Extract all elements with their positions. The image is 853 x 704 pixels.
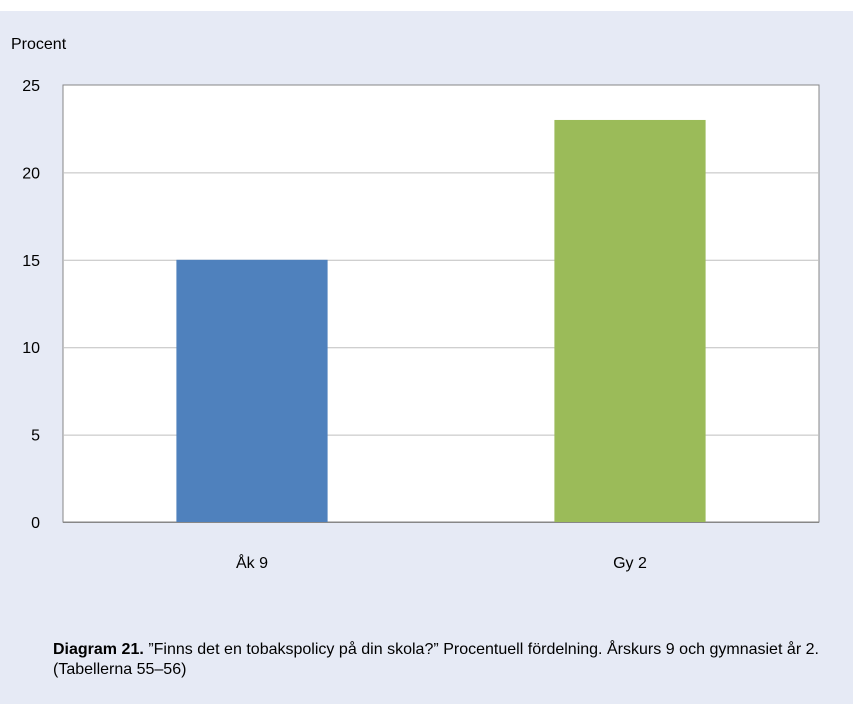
x-tick-label: Gy 2 bbox=[613, 555, 647, 572]
y-tick-label: 15 bbox=[22, 253, 40, 270]
figure-caption: Diagram 21. ”Finns det en tobakspolicy p… bbox=[53, 640, 819, 680]
x-tick-label: Åk 9 bbox=[236, 553, 268, 572]
y-tick-label: 20 bbox=[22, 165, 40, 182]
y-tick-label: 10 bbox=[22, 340, 40, 357]
y-tick-label: 0 bbox=[31, 515, 40, 532]
caption-label: Diagram 21. bbox=[53, 641, 144, 658]
y-axis-unit-label: Procent bbox=[11, 36, 67, 53]
bar-2 bbox=[554, 119, 706, 523]
y-tick-label: 25 bbox=[22, 78, 40, 95]
bar-1 bbox=[176, 259, 328, 522]
y-tick-label: 5 bbox=[31, 428, 40, 445]
caption-text: ”Finns det en tobakspolicy på din skola?… bbox=[53, 641, 820, 678]
